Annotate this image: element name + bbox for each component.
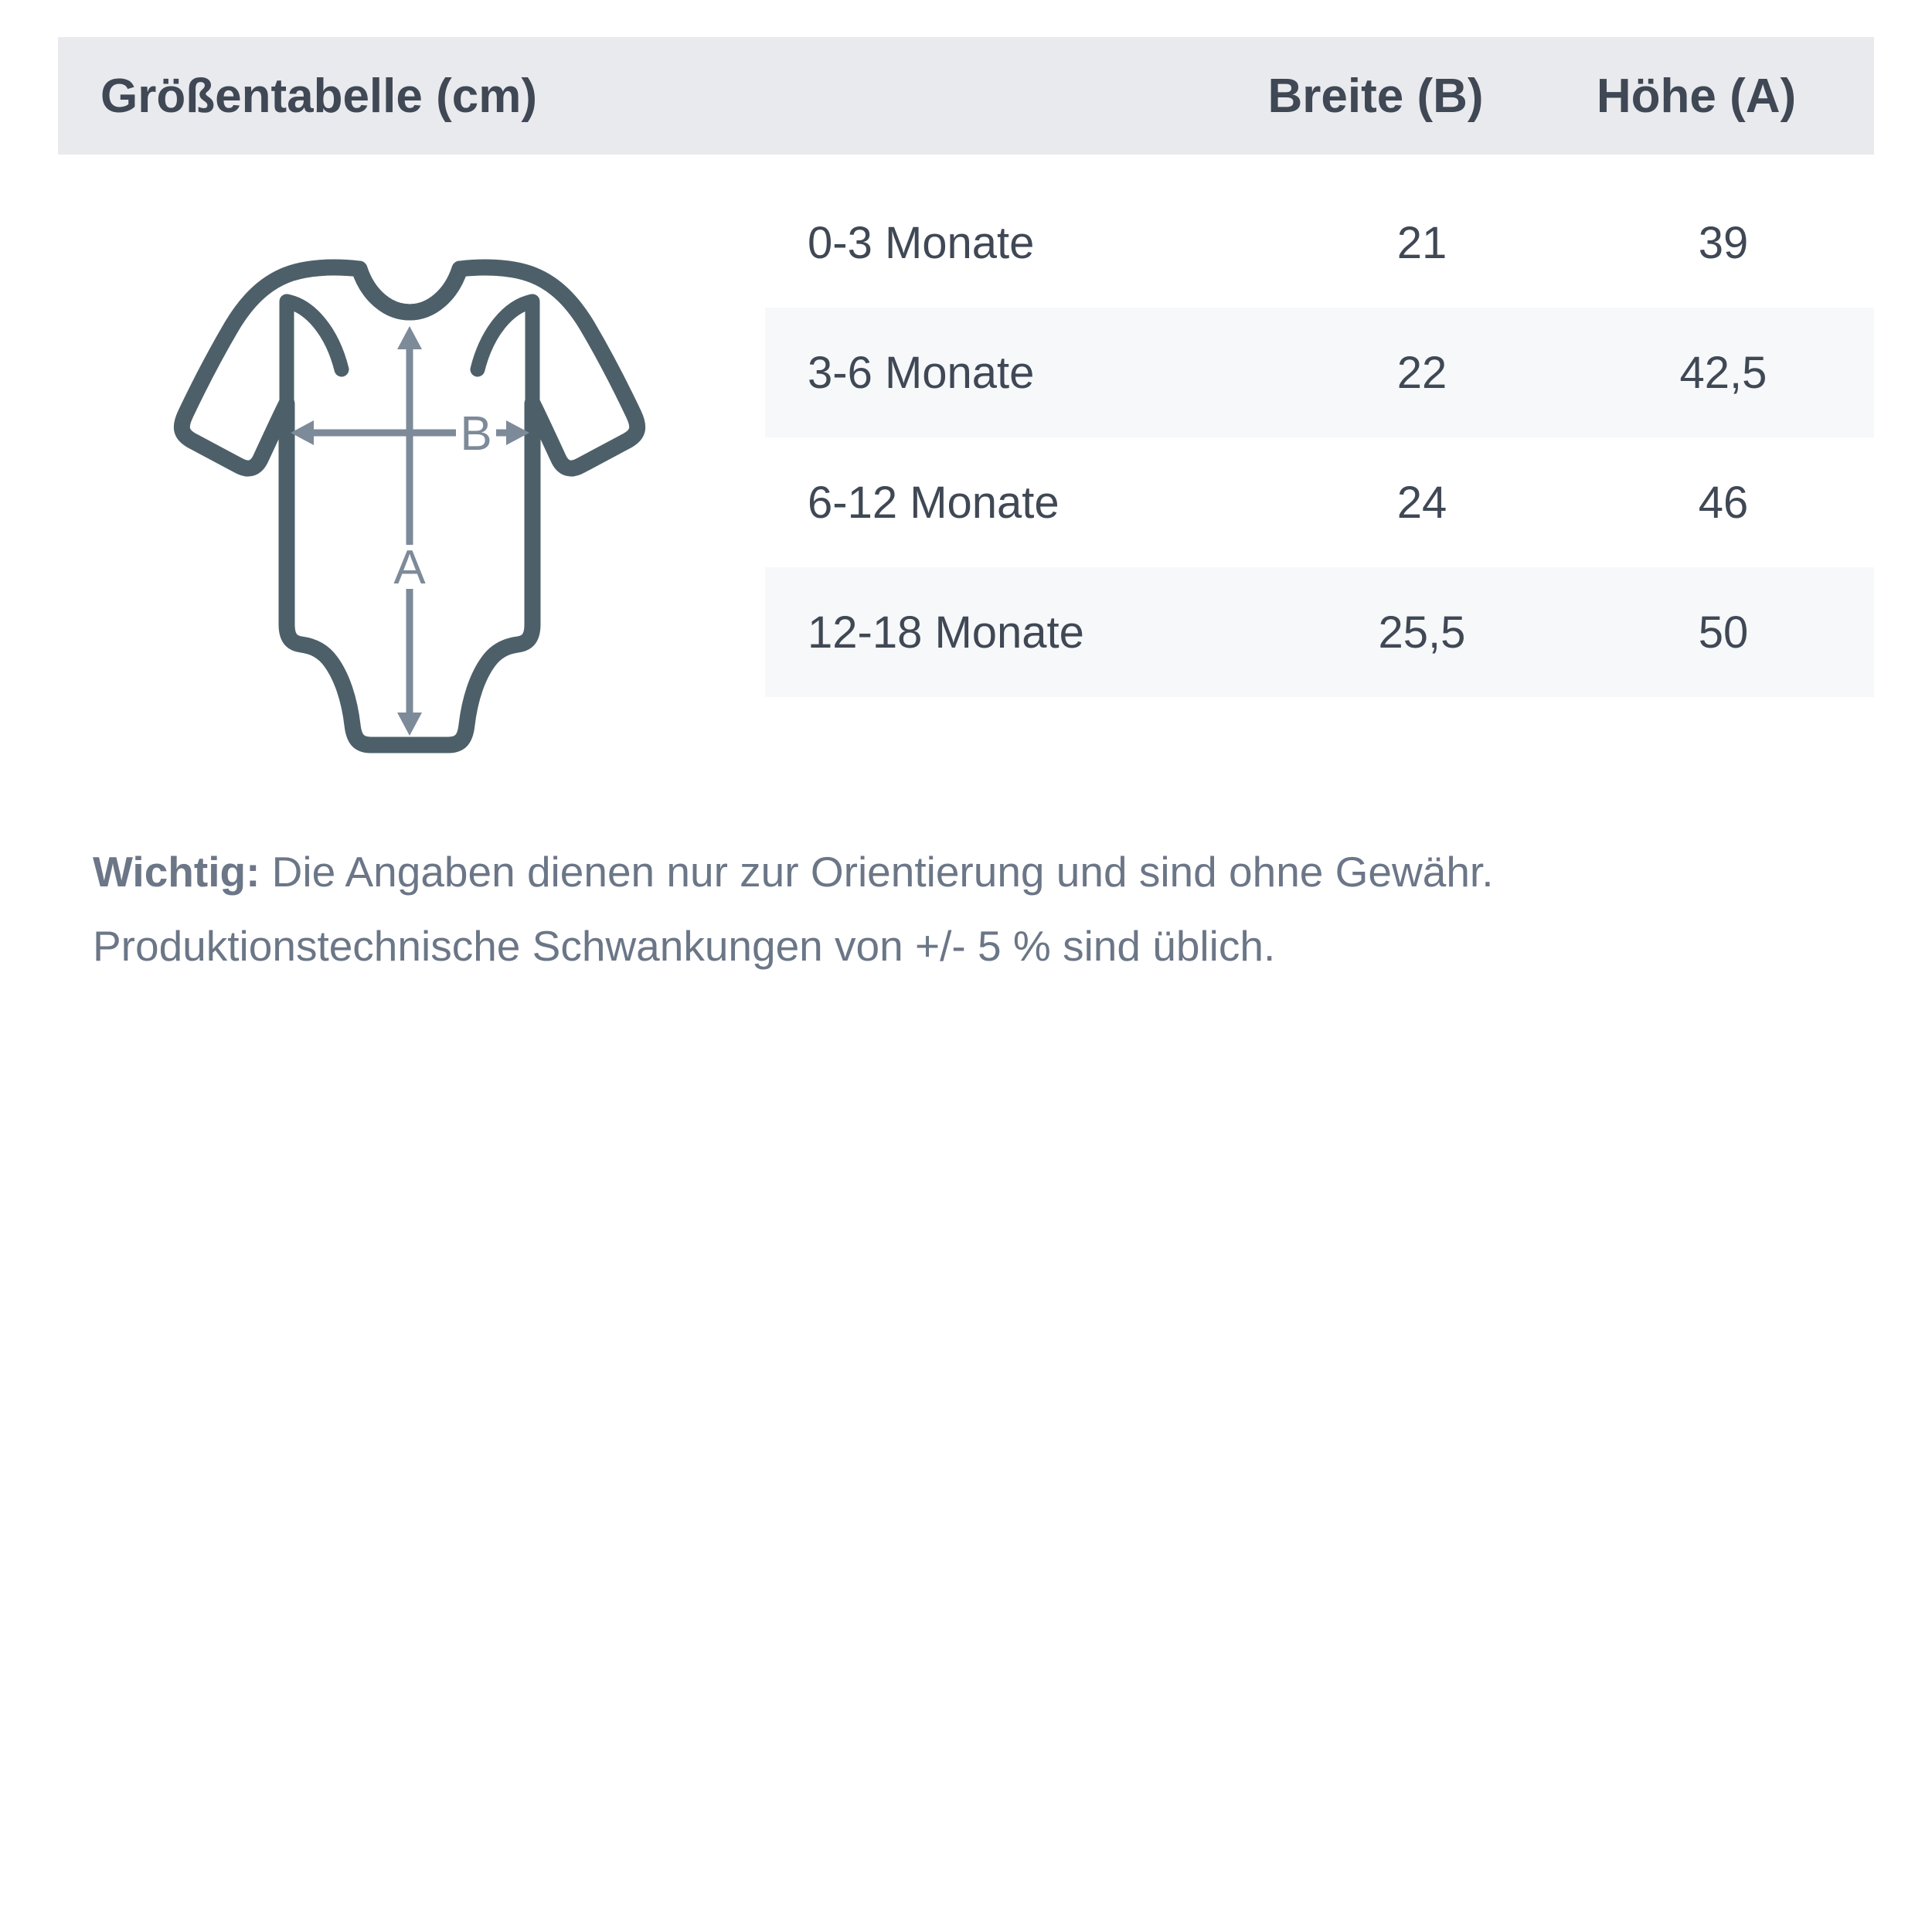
footnote-line-2: Produktionstechnische Schwankungen von +… [93,922,1276,970]
footnote-strong: Wichtig: [93,848,260,896]
row-height-value: 42,5 [1679,347,1767,398]
bodysuit-outline-group [173,259,646,753]
row-width-value: 21 [1396,217,1447,268]
row-height-value: 46 [1698,477,1749,528]
row-size-label: 3-6 Monate [808,347,1035,398]
bodysuit-body-path [173,259,646,753]
height-arrow-head-bottom [397,713,422,736]
column-header-width: Breite (B) [1267,69,1484,123]
width-arrow-head-left [291,420,314,445]
row-height-value: 39 [1698,217,1749,268]
table-row: 12-18 Monate 25,5 50 [765,567,1874,697]
size-table-body: 0-3 Monate 21 39 3-6 Monate 22 42,5 6-12… [765,178,1874,697]
bodysuit-illustration: A B [139,232,680,788]
table-row: 0-3 Monate 21 39 [765,178,1874,308]
size-table: 0-3 Monate 21 39 3-6 Monate 22 42,5 6-12… [765,178,1874,697]
row-height-value: 50 [1698,607,1749,658]
width-arrow-head-right [506,420,529,445]
row-size-label: 12-18 Monate [808,607,1084,658]
page-title: Größentabelle (cm) [100,69,537,123]
neckline-path [351,260,468,321]
table-row: 3-6 Monate 22 42,5 [765,308,1874,437]
measurement-arrows-group: A B [291,326,529,736]
table-row: 6-12 Monate 24 46 [765,437,1874,567]
row-width-value: 22 [1396,347,1447,398]
footnote: Wichtig: Die Angaben dienen nur zur Orie… [93,835,1855,983]
row-size-label: 6-12 Monate [808,477,1060,528]
right-armhole-seam [470,294,540,411]
bodysuit-svg: A B [173,259,646,753]
row-size-label: 0-3 Monate [808,217,1035,268]
header-band [58,37,1874,155]
row-width-value: 25,5 [1378,607,1466,658]
left-armhole-seam [279,294,349,411]
width-label: B [460,407,492,461]
row-width-value: 24 [1396,477,1447,528]
height-label: A [393,541,426,594]
column-header-height: Höhe (A) [1596,69,1797,123]
height-arrow-head-top [397,326,422,349]
footnote-line-1: Die Angaben dienen nur zur Orientierung … [260,848,1494,896]
